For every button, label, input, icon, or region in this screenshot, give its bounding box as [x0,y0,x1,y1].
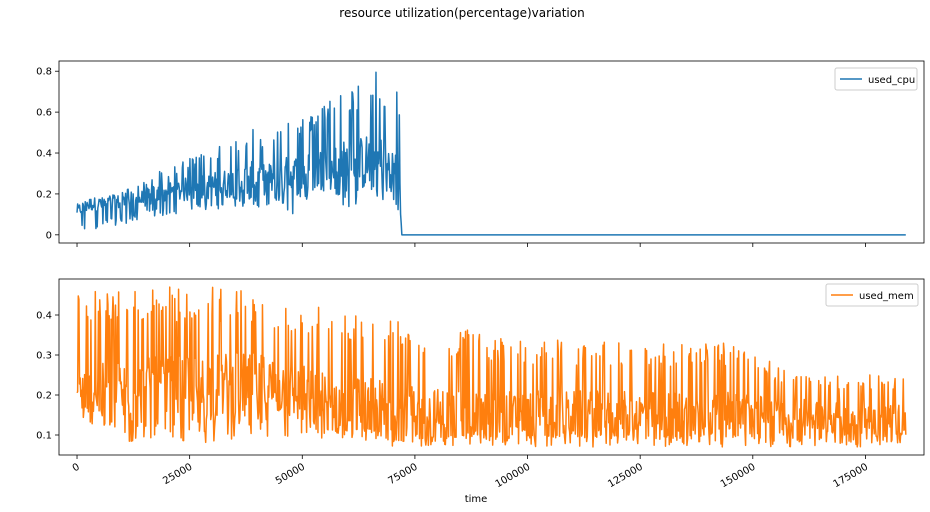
mem-series-group [76,286,907,448]
cpu-subplot: 0 0.2 0.4 0.6 0.8 used_cpu [36,60,925,247]
used_cpu-line [76,71,906,236]
cpu-y-tick-label: 0.4 [36,149,52,160]
chart-title: resource utilization(percentage)variatio… [339,6,584,20]
x-axis-title: time [465,494,488,505]
mem-x-tick-label: 0 [71,462,82,475]
cpu-series-group [76,71,906,236]
mem-y-tick-label: 0.2 [36,391,52,402]
cpu-legend-box [834,67,918,91]
cpu-axes-frame [58,60,925,244]
cpu-y-tick-label: 0 [46,230,52,241]
mem-y-tick-label: 0.1 [36,431,52,442]
mem-axes-frame [58,278,925,456]
mem-y-axis: 0.1 0.2 0.3 0.4 [36,311,59,442]
cpu-legend-label: used_cpu [868,75,915,86]
cpu-y-tick-label: 0.2 [36,189,52,200]
used_mem-line [76,286,907,448]
cpu-y-axis: 0 0.2 0.4 0.6 0.8 [36,67,59,241]
mem-y-tick-label: 0.4 [36,311,52,322]
cpu-y-tick-label: 0.6 [36,108,52,119]
mem-y-tick-label: 0.3 [36,351,52,362]
mem-subplot: 0.10.20.30.4 0 25000 50000 75000 100000 12500… [36,278,925,505]
mem-legend-label: used_mem [859,291,914,302]
mem-legend: used_mem [825,283,919,307]
cpu-y-tick-label: 0.8 [36,67,52,78]
cpu-x-axis [76,243,866,247]
mem-legend-box [825,283,919,307]
cpu-plot-area [59,61,924,243]
cpu-legend: used_cpu [834,67,918,91]
